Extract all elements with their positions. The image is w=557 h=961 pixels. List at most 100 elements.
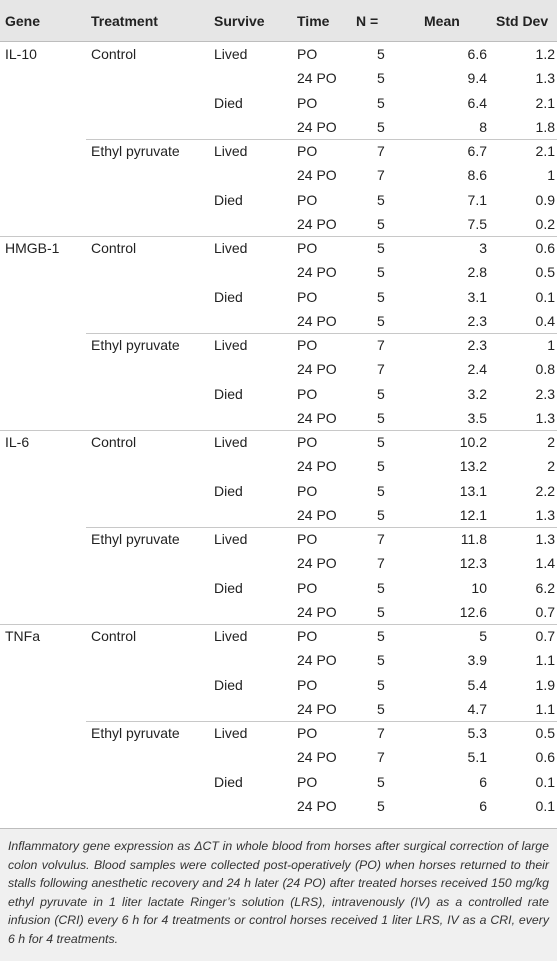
row-divider — [86, 333, 557, 334]
cell-mean: 2.8 — [467, 264, 487, 281]
cell-mean: 3.9 — [467, 652, 487, 669]
cell-time: 24 PO — [297, 506, 337, 523]
table-row: Died PO 5 10 6.2 — [0, 576, 557, 600]
table-row: 24 PO 7 12.3 1.4 — [0, 551, 557, 575]
cell-time: PO — [297, 773, 318, 790]
cell-sd: 1 — [547, 337, 555, 353]
table-row: 24 PO 5 2.8 0.5 — [0, 260, 557, 284]
cell-time: PO — [297, 676, 318, 693]
cell-n: 5 — [377, 46, 385, 62]
cell-sd: 0.5 — [535, 264, 555, 281]
table-row: Died PO 5 13.1 2.2 — [0, 479, 557, 503]
table-row: TNFa Control Lived PO 5 5 0.7 — [0, 624, 557, 648]
cell-survive: Died — [214, 579, 243, 596]
cell-mean: 2.3 — [467, 337, 487, 353]
table-body: IL-10 Control Lived PO 5 6.6 1.2 24 PO 5 9.4 1.3 Di… — [0, 42, 557, 818]
cell-n: 5 — [377, 676, 385, 693]
cell-time: PO — [297, 628, 318, 644]
cell-survive: Lived — [214, 725, 248, 741]
cell-mean: 6 — [479, 773, 487, 790]
cell-n: 5 — [377, 94, 385, 111]
cell-sd: 0.6 — [535, 749, 555, 766]
table-row: 24 PO 5 13.2 2 — [0, 454, 557, 478]
table-row: 24 PO 5 12.1 1.3 — [0, 503, 557, 527]
cell-survive: Lived — [214, 143, 248, 159]
table-row: Ethyl pyruvate Lived PO 7 5.3 0.5 — [0, 721, 557, 745]
cell-mean: 2.3 — [467, 312, 487, 329]
cell-survive: Died — [214, 676, 243, 693]
cell-n: 7 — [377, 143, 385, 159]
cell-sd: 1.1 — [535, 700, 555, 717]
cell-sd: 0.1 — [535, 773, 555, 790]
table-row: 24 PO 5 2.3 0.4 — [0, 309, 557, 333]
cell-time: 24 PO — [297, 700, 337, 717]
cell-survive: Lived — [214, 434, 248, 450]
cell-survive: Died — [214, 94, 243, 111]
cell-time: 24 PO — [297, 458, 337, 475]
header-gene: Gene — [5, 13, 41, 29]
cell-mean: 13.2 — [459, 458, 487, 475]
cell-mean: 3.2 — [467, 385, 487, 402]
cell-time: PO — [297, 579, 318, 596]
cell-treatment: Control — [91, 240, 137, 256]
table-header: Gene Treatment Survive Time N = Mean Std… — [0, 0, 557, 42]
cell-time: PO — [297, 482, 318, 499]
table-row: Died PO 5 7.1 0.9 — [0, 188, 557, 212]
cell-n: 5 — [377, 70, 385, 87]
cell-time: PO — [297, 94, 318, 111]
cell-sd: 2 — [547, 434, 555, 450]
table-row: 24 PO 7 5.1 0.6 — [0, 745, 557, 769]
cell-survive: Lived — [214, 240, 248, 256]
cell-time: 24 PO — [297, 264, 337, 281]
cell-mean: 8 — [479, 118, 487, 135]
row-divider — [86, 527, 557, 528]
cell-treatment: Control — [91, 628, 137, 644]
cell-n: 7 — [377, 555, 385, 572]
table-row: 24 PO 5 12.6 0.7 — [0, 600, 557, 624]
cell-sd: 0.9 — [535, 191, 555, 208]
cell-n: 7 — [377, 725, 385, 741]
cell-sd: 1.2 — [535, 46, 555, 62]
row-divider — [0, 430, 557, 431]
table-row: 24 PO 5 7.5 0.2 — [0, 212, 557, 236]
cell-mean: 3 — [479, 240, 487, 256]
row-divider — [0, 624, 557, 625]
cell-mean: 12.1 — [459, 506, 487, 523]
cell-n: 5 — [377, 312, 385, 329]
cell-mean: 7.1 — [467, 191, 487, 208]
cell-sd: 2.2 — [535, 482, 555, 499]
cell-sd: 0.5 — [535, 725, 555, 741]
cell-n: 7 — [377, 337, 385, 353]
cell-sd: 1.1 — [535, 652, 555, 669]
cell-treatment: Ethyl pyruvate — [91, 725, 180, 741]
header-sd: Std Dev — [496, 13, 549, 29]
cell-n: 5 — [377, 191, 385, 208]
cell-sd: 1.9 — [535, 676, 555, 693]
cell-n: 7 — [377, 749, 385, 766]
cell-sd: 2.1 — [535, 143, 555, 159]
row-divider — [86, 139, 557, 140]
cell-time: 24 PO — [297, 70, 337, 87]
cell-mean: 2.4 — [467, 361, 487, 378]
cell-sd: 0.1 — [535, 797, 555, 814]
table-row: HMGB-1 Control Lived PO 5 3 0.6 — [0, 236, 557, 260]
header-mean: Mean — [424, 13, 460, 29]
cell-time: 24 PO — [297, 118, 337, 135]
cell-time: PO — [297, 288, 318, 305]
cell-time: PO — [297, 46, 318, 62]
cell-gene: HMGB-1 — [5, 240, 60, 256]
cell-n: 5 — [377, 652, 385, 669]
header-survive: Survive — [214, 13, 265, 29]
cell-survive: Lived — [214, 628, 248, 644]
cell-survive: Died — [214, 773, 243, 790]
cell-gene: IL-6 — [5, 434, 30, 450]
cell-n: 5 — [377, 506, 385, 523]
header-treatment: Treatment — [91, 13, 158, 29]
cell-sd: 1.3 — [535, 531, 555, 547]
cell-n: 5 — [377, 409, 385, 426]
table-caption: Inflammatory gene expression as ΔCT in w… — [8, 839, 549, 946]
table-row: 24 PO 5 9.4 1.3 — [0, 66, 557, 90]
cell-sd: 0.1 — [535, 288, 555, 305]
cell-n: 5 — [377, 385, 385, 402]
cell-n: 5 — [377, 603, 385, 620]
